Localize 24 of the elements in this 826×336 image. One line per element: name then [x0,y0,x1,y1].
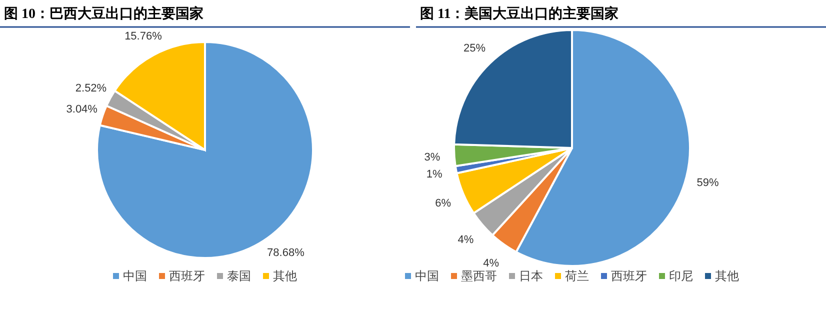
data-label: 3.04% [66,103,98,116]
data-label: 6% [435,198,452,210]
legend-label: 其他 [715,269,739,283]
legend-label: 其他 [273,269,297,283]
data-label: 4% [483,257,500,270]
legend-label: 泰国 [227,269,251,283]
legend-label: 日本 [519,269,543,283]
legend-label: 西班牙 [169,269,205,283]
data-label: 59% [696,177,719,190]
legend-label: 西班牙 [611,269,647,283]
legend-label: 印尼 [669,269,693,283]
data-label: 78.68% [267,246,305,259]
data-label: 1% [426,168,443,181]
data-label: 2.52% [75,82,107,95]
data-label: 4% [458,234,474,246]
legend-label: 中国 [415,269,439,283]
data-label: 15.76% [124,30,162,43]
legend-label: 中国 [123,269,147,283]
chart-title: 图 11：美国大豆出口的主要国家 [420,5,619,22]
legend-label: 荷兰 [565,269,589,283]
legend-label: 墨西哥 [461,269,497,283]
data-label: 3% [424,152,440,164]
chart-title: 图 10：巴西大豆出口的主要国家 [4,5,204,22]
data-label: 25% [464,42,486,54]
